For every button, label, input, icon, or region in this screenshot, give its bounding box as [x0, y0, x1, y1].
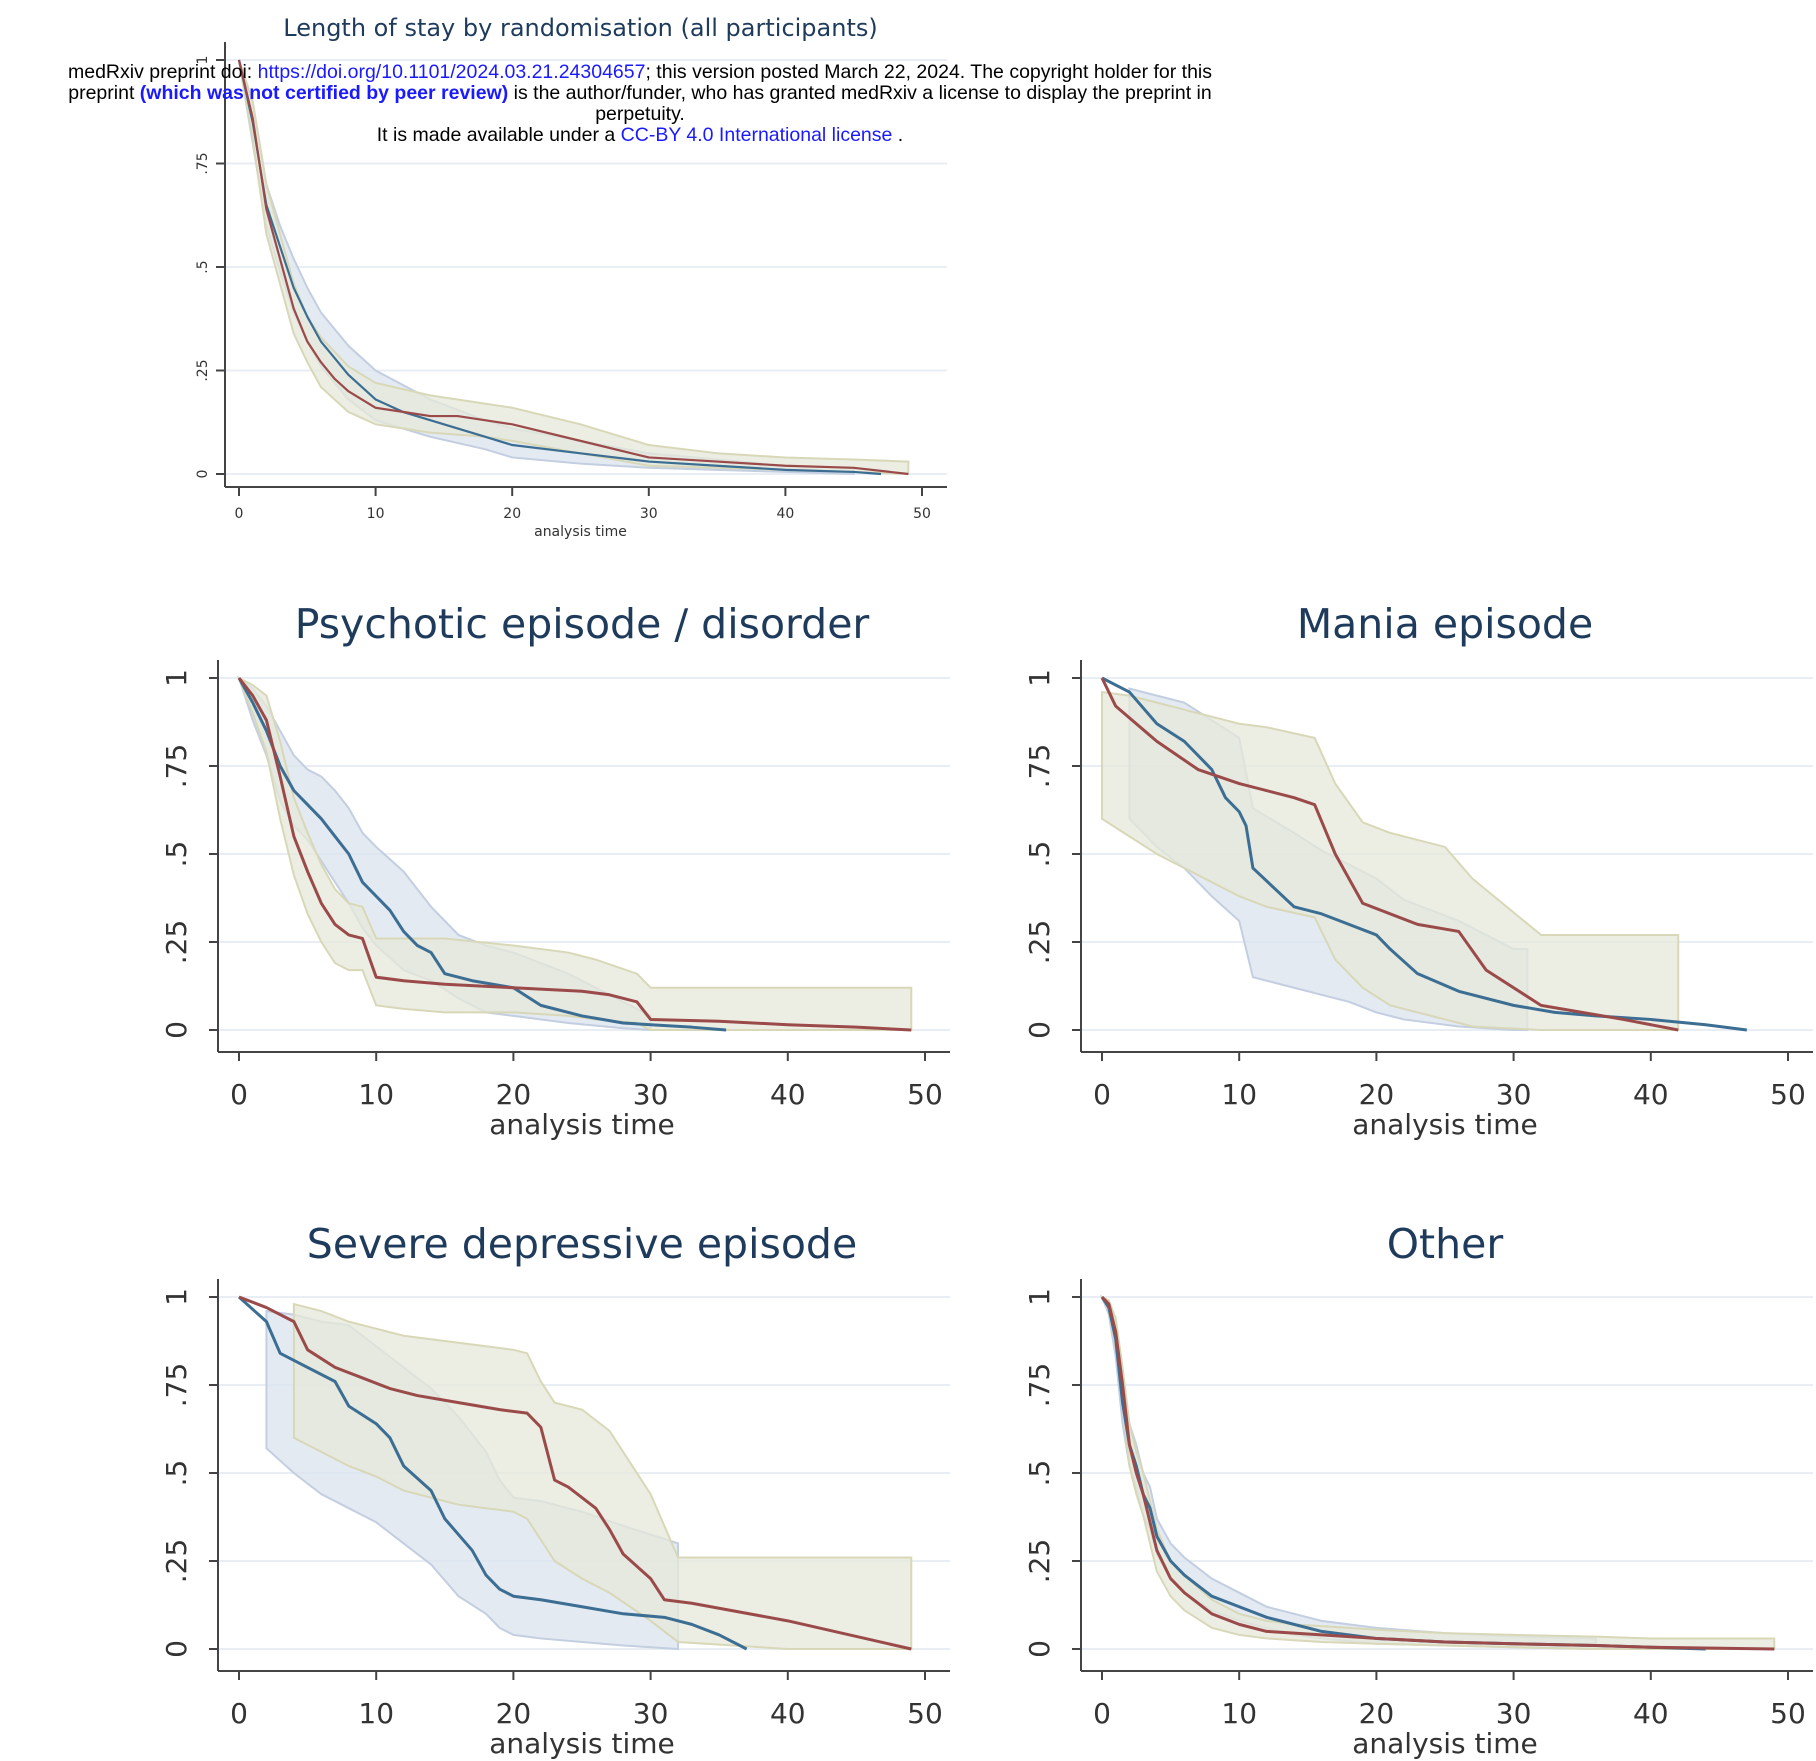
x-tick-label: 50	[907, 1078, 943, 1111]
series-line-red	[237, 59, 909, 476]
x-tick-label: 10	[358, 1078, 394, 1111]
doi-link[interactable]: https://doi.org/10.1101/2024.03.21.24304…	[257, 61, 646, 83]
x-tick-label: 10	[1221, 1078, 1257, 1111]
x-tick-label: 10	[358, 1697, 394, 1730]
x-tick-label: 40	[770, 1078, 806, 1111]
chart-title: Other	[1387, 1220, 1504, 1268]
y-tick-label: 1	[160, 669, 193, 687]
notice-license-grant: is the author/funder, who has granted me…	[508, 82, 1212, 104]
notice-line-4: It is made available under a CC-BY 4.0 I…	[0, 125, 1280, 146]
x-axis-label: analysis time	[534, 524, 627, 540]
y-tick-label: 0	[195, 470, 211, 479]
y-tick-label: .25	[1023, 920, 1056, 965]
y-tick-label: .5	[1023, 841, 1056, 868]
chart-title: Length of stay by randomisation (all par…	[283, 14, 877, 42]
x-tick-label: 50	[907, 1697, 943, 1730]
series-line-blue	[1101, 676, 1748, 1032]
x-tick-label: 40	[776, 506, 794, 522]
series-line-red	[238, 1295, 912, 1651]
y-tick-label: 0	[1023, 1640, 1056, 1658]
y-tick-label: 1	[160, 1288, 193, 1306]
notice-line-2: preprint (which was not certified by pee…	[0, 83, 1280, 104]
x-axis-label: analysis time	[1352, 1727, 1538, 1760]
x-axis-label: analysis time	[1352, 1108, 1538, 1141]
y-tick-label: 0	[1023, 1021, 1056, 1039]
y-tick-label: 1	[1023, 669, 1056, 687]
notice-line-3: perpetuity.	[595, 103, 685, 125]
y-tick-label: 0	[160, 1021, 193, 1039]
x-tick-label: 0	[230, 1697, 248, 1730]
x-tick-label: 0	[1093, 1078, 1111, 1111]
series-line-red	[1100, 1295, 1775, 1651]
ci-band-olive	[237, 675, 913, 1031]
notice-end: .	[892, 124, 904, 146]
x-tick-label: 40	[1633, 1078, 1669, 1111]
x-tick-label: 20	[496, 1078, 532, 1111]
y-tick-label: .5	[160, 1460, 193, 1487]
y-tick-label: 0	[160, 1640, 193, 1658]
x-tick-label: 10	[367, 506, 385, 522]
x-tick-label: 0	[1093, 1697, 1111, 1730]
x-tick-label: 30	[1496, 1697, 1532, 1730]
y-tick-label: .25	[160, 920, 193, 965]
x-axis-label: analysis time	[489, 1727, 675, 1760]
notice-posted-text: ; this version posted March 22, 2024. Th…	[645, 61, 1212, 83]
x-tick-label: 30	[1496, 1078, 1532, 1111]
x-tick-label: 50	[1770, 1078, 1806, 1111]
chart-title: Psychotic episode / disorder	[295, 600, 870, 648]
ci-band-olive	[238, 59, 910, 476]
series-line-blue	[237, 1295, 748, 1651]
y-tick-label: .5	[160, 841, 193, 868]
series-line-blue	[237, 677, 727, 1032]
preprint-notice: medRxiv preprint doi: https://doi.org/10…	[0, 62, 1280, 146]
peer-review-notice: (which was not certified by peer review)	[139, 82, 509, 104]
x-tick-label: 50	[1770, 1697, 1806, 1730]
chart-title: Mania episode	[1297, 600, 1593, 648]
y-tick-label: .75	[1023, 744, 1056, 789]
notice-line-1: medRxiv preprint doi: https://doi.org/10…	[0, 62, 1280, 83]
x-tick-label: 0	[235, 506, 244, 522]
y-tick-label: .75	[160, 744, 193, 789]
x-tick-label: 20	[496, 1697, 532, 1730]
y-tick-label: .25	[195, 359, 211, 381]
ci-band-olive	[1099, 1294, 1776, 1650]
y-tick-label: .75	[195, 152, 211, 174]
x-tick-label: 20	[1359, 1078, 1395, 1111]
y-tick-label: 1	[195, 56, 211, 65]
y-tick-label: .75	[160, 1363, 193, 1408]
x-tick-label: 40	[770, 1697, 806, 1730]
series-line-red	[237, 677, 912, 1032]
notice-available-text: It is made available under a	[376, 124, 621, 146]
y-tick-label: .25	[160, 1539, 193, 1584]
ci-band-olive	[1101, 690, 1680, 1031]
y-tick-label: .75	[1023, 1363, 1056, 1408]
x-tick-label: 20	[1359, 1697, 1395, 1730]
x-tick-label: 20	[503, 506, 521, 522]
series-line-red	[1100, 677, 1679, 1032]
x-tick-label: 40	[1633, 1697, 1669, 1730]
y-tick-label: 1	[1023, 1288, 1056, 1306]
y-tick-label: .25	[1023, 1539, 1056, 1584]
notice-preprint-word: preprint	[68, 82, 140, 104]
y-tick-label: .5	[1023, 1460, 1056, 1487]
y-tick-label: .5	[195, 260, 211, 273]
x-tick-label: 0	[230, 1078, 248, 1111]
x-tick-label: 30	[633, 1078, 669, 1111]
x-tick-label: 30	[633, 1697, 669, 1730]
x-tick-label: 10	[1221, 1697, 1257, 1730]
license-link[interactable]: CC-BY 4.0 International license	[620, 124, 893, 146]
x-tick-label: 30	[640, 506, 658, 522]
x-tick-label: 50	[913, 506, 931, 522]
x-axis-label: analysis time	[489, 1108, 675, 1141]
chart-title: Severe depressive episode	[307, 1220, 857, 1268]
notice-doi-prefix: medRxiv preprint doi:	[67, 61, 258, 83]
